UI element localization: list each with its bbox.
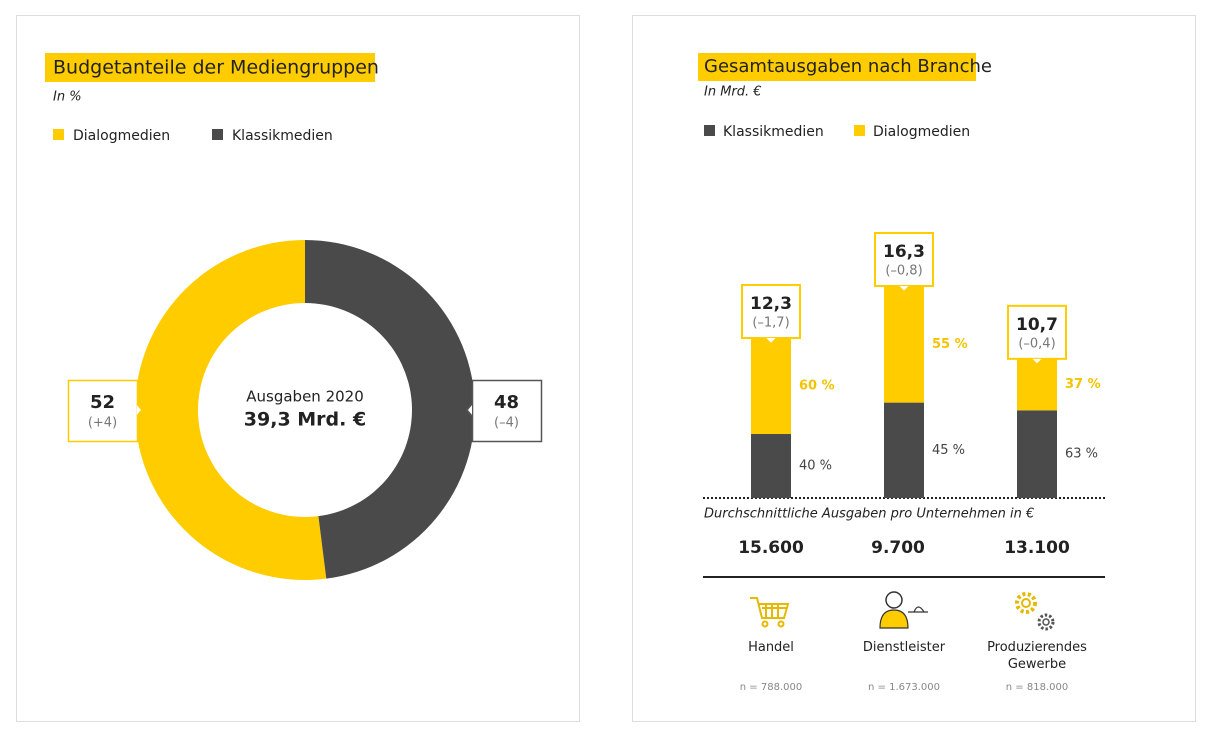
change-label: (+4)	[88, 416, 117, 431]
donut-slice	[135, 240, 327, 580]
legend-swatch	[704, 125, 715, 136]
title-highlight	[698, 53, 976, 81]
segment-label: 45 %	[932, 443, 965, 458]
segment-label: 37 %	[1065, 377, 1101, 392]
cart-icon	[750, 597, 790, 628]
total-pointer	[897, 285, 911, 294]
segment-label: 40 %	[799, 459, 832, 474]
average-label: 15.600	[738, 538, 804, 558]
total-label: 10,7	[1016, 315, 1058, 335]
bar-segment	[751, 338, 791, 435]
change-label: (–0,8)	[885, 264, 922, 279]
bar-segment	[1017, 410, 1057, 498]
category-label: Produzierendes Gewerbe	[987, 640, 1087, 672]
category-label: Dienstleister	[862, 640, 946, 655]
bar-segment	[1017, 358, 1057, 411]
average-label: 13.100	[1004, 538, 1070, 558]
title-highlight	[45, 53, 375, 82]
total-label: 16,3	[883, 242, 925, 262]
left-panel	[16, 15, 580, 722]
sample-label: n = 788.000	[740, 682, 802, 693]
category-label: Handel	[748, 640, 794, 655]
chart-subtitle: In Mrd. €	[704, 85, 762, 100]
legend-label: Dialogmedien	[73, 128, 170, 144]
chart-subtitle: In %	[53, 90, 82, 105]
chart-title: Gesamtausgaben nach Branche	[704, 56, 992, 77]
legend-label: Klassikmedien	[232, 128, 333, 144]
total-pointer	[1030, 358, 1044, 367]
service-icon	[879, 591, 928, 629]
average-label: 9.700	[871, 538, 925, 558]
legend-label: Klassikmedien	[723, 124, 824, 140]
bar-segment	[884, 286, 924, 403]
label-box	[471, 379, 543, 443]
segment-label: 63 %	[1065, 447, 1098, 462]
legend-swatch	[854, 125, 865, 136]
sample-label: n = 818.000	[1006, 682, 1068, 693]
legend-swatch	[53, 129, 64, 140]
segment-label: 55 %	[932, 337, 968, 352]
center-label: Ausgaben 2020	[246, 388, 364, 406]
center-value: 39,3 Mrd. €	[244, 409, 366, 431]
value-label: 52	[90, 392, 115, 413]
total-box	[874, 232, 934, 287]
chart-title: Budgetanteile der Mediengruppen	[53, 57, 379, 79]
bar-segment	[751, 434, 791, 498]
label-pointer	[466, 403, 473, 417]
value-label: 48	[494, 392, 519, 413]
total-pointer	[764, 337, 778, 346]
total-label: 12,3	[750, 294, 792, 314]
bar-segment	[884, 402, 924, 498]
donut-slice	[305, 240, 476, 579]
change-label: (–0,4)	[1018, 336, 1055, 351]
change-label: (–1,7)	[752, 316, 789, 331]
segment-label: 60 %	[799, 379, 835, 394]
gears-icon	[1015, 592, 1055, 631]
change-label: (–4)	[494, 416, 519, 431]
legend-label: Dialogmedien	[873, 124, 970, 140]
label-box	[67, 379, 139, 443]
sample-label: n = 1.673.000	[868, 682, 940, 693]
label-pointer	[136, 403, 143, 417]
note: Durchschnittliche Ausgaben pro Unternehm…	[704, 507, 1034, 522]
legend-swatch	[212, 129, 223, 140]
